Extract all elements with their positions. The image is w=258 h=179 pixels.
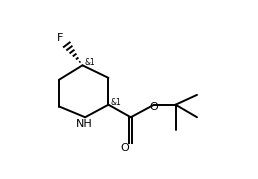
- Text: &1: &1: [85, 58, 95, 67]
- Text: NH: NH: [76, 118, 92, 129]
- Text: &1: &1: [110, 98, 121, 107]
- Text: O: O: [150, 102, 158, 112]
- Text: O: O: [121, 143, 130, 153]
- Text: F: F: [57, 33, 63, 43]
